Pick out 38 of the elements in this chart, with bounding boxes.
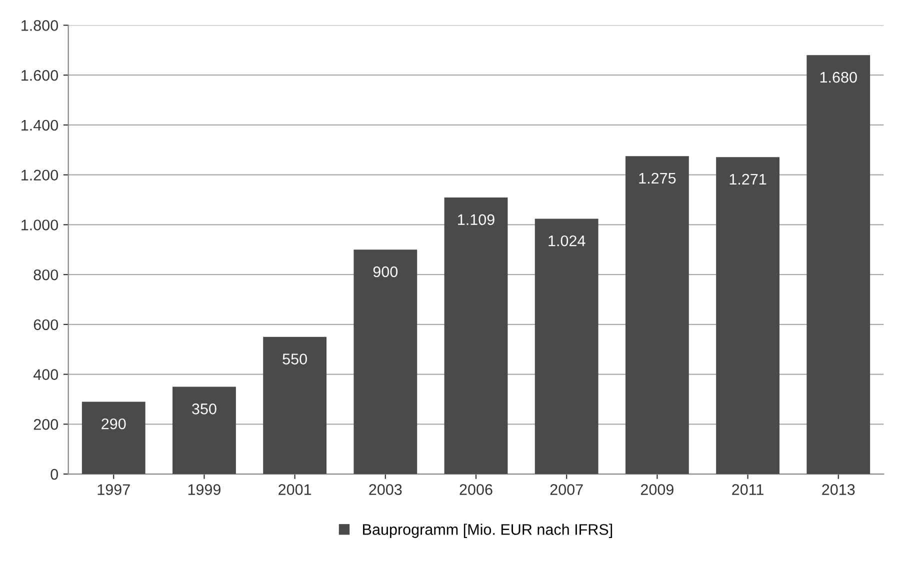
data-label: 290: [102, 418, 126, 430]
bar: [806, 55, 870, 474]
x-tick-label: 1999: [188, 484, 220, 495]
y-tick-label: 400: [33, 369, 58, 380]
data-label: 1.109: [458, 214, 494, 226]
bar: [716, 157, 780, 474]
bar: [82, 402, 146, 474]
bar: [172, 386, 236, 474]
x-tick-label: 2013: [822, 484, 855, 495]
x-tick-label: 1997: [98, 484, 130, 495]
data-label: 1.680: [820, 72, 857, 83]
bar: [263, 336, 327, 474]
x-tick-label: 2009: [640, 484, 674, 495]
bar: [625, 156, 689, 474]
y-tick-label: 1.800: [22, 20, 58, 31]
y-tick-label: 1.600: [22, 70, 58, 81]
y-tick-label: 1.000: [22, 220, 58, 230]
y-tick-label: 200: [34, 419, 58, 430]
x-tick-label: 2011: [732, 484, 764, 495]
bar: [534, 218, 598, 474]
bar: [354, 250, 418, 474]
x-tick-label: 2006: [460, 484, 492, 495]
data-label: 1.271: [730, 174, 766, 185]
data-label: 1.024: [548, 235, 586, 246]
data-label: 550: [282, 354, 307, 364]
x-tick-label: 2003: [369, 484, 402, 495]
bar: [444, 198, 508, 474]
y-tick-label: 600: [34, 319, 58, 330]
y-tick-label: 800: [34, 269, 58, 280]
y-tick-label: 0: [50, 468, 58, 480]
y-tick-label: 1.200: [22, 170, 58, 181]
x-tick-label: 2007: [550, 484, 583, 495]
x-tick-label: 2001: [278, 484, 312, 495]
data-label: 900: [373, 266, 398, 278]
data-label: 1.275: [639, 172, 676, 184]
y-tick-label: 1.400: [22, 120, 58, 131]
legend-label: Bauprogramm [Mio. EUR nach IFRS]: [363, 524, 612, 538]
data-label: 350: [192, 403, 216, 414]
